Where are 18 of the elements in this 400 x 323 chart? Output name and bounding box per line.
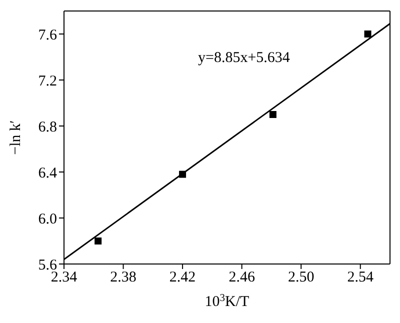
point: [269, 111, 276, 118]
y-tick-label: 7.2: [38, 73, 57, 90]
x-tick-label: 2.34: [50, 270, 78, 286]
x-tick-label: 2.42: [169, 270, 196, 286]
y-tick-label: 6.0: [38, 211, 57, 228]
y-tick-label: 6.8: [38, 119, 57, 136]
y-tick-label: 7.6: [38, 27, 58, 44]
x-tick-label: 2.38: [110, 270, 136, 286]
y-tick-label: 6.4: [38, 165, 58, 182]
x-tick-label: 2.46: [228, 270, 256, 286]
x-tick-label: 2.50: [288, 270, 314, 286]
x-tick-label: 2.54: [347, 270, 374, 286]
annotation: y=8.85x+5.634: [198, 50, 290, 67]
point: [94, 238, 102, 244]
point: [179, 170, 186, 178]
x-axis-title: 10$^{3}$K/T: [204, 292, 250, 310]
point: [364, 30, 372, 38]
y-axis-title: −ln k′: [8, 120, 24, 155]
